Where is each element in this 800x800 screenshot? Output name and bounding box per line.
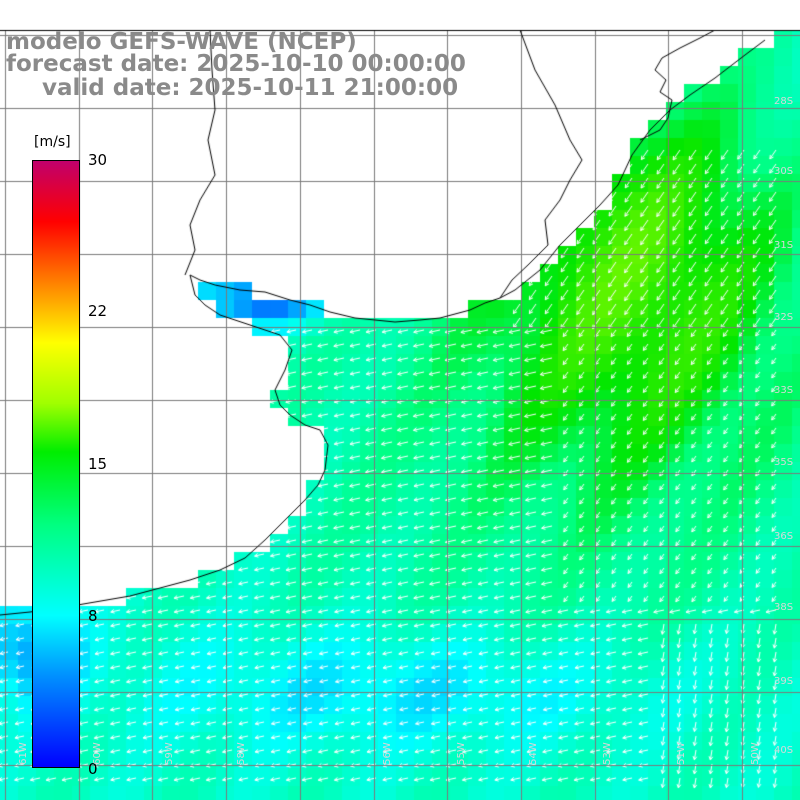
lon-label: 58W xyxy=(235,742,247,765)
lat-label: 30S xyxy=(774,166,794,177)
colorbar-tick-22: 22 xyxy=(88,302,108,320)
lat-label: 35S xyxy=(774,457,794,468)
title-model: modelo GEFS-WAVE (NCEP) xyxy=(6,29,357,55)
lon-label: 53W xyxy=(601,742,613,765)
lon-label: 56W xyxy=(381,742,393,765)
colorbar-tick-15: 15 xyxy=(88,455,108,473)
title-valid-date: valid date: 2025-10-11 21:00:00 xyxy=(42,75,459,101)
lon-label: 59W xyxy=(163,742,175,765)
lat-label: 36S xyxy=(774,531,794,542)
lon-label: 60W xyxy=(91,742,103,765)
lat-label: 28S xyxy=(774,96,794,107)
lat-label: 40S xyxy=(774,745,794,756)
lon-label: 61W xyxy=(17,742,29,765)
colorbar-unit: [m/s] xyxy=(34,134,71,150)
colorbar-tick-30: 30 xyxy=(88,151,108,169)
lat-label: 33S xyxy=(774,385,794,396)
lat-label: 31S xyxy=(774,240,794,251)
lat-label: 38S xyxy=(774,602,794,613)
colorbar xyxy=(32,160,80,768)
lon-label: 55W xyxy=(455,742,467,765)
lon-label: 50W xyxy=(749,742,761,765)
lat-label: 39S xyxy=(774,676,794,687)
colorbar-tick-8: 8 xyxy=(88,607,98,625)
title-forecast-date: forecast date: 2025-10-10 00:00:00 xyxy=(6,51,466,77)
lon-label: 51W xyxy=(675,742,687,765)
lat-label: 32S xyxy=(774,312,794,323)
colorbar-tick-0: 0 xyxy=(88,760,98,778)
lon-label: 54W xyxy=(527,742,539,765)
